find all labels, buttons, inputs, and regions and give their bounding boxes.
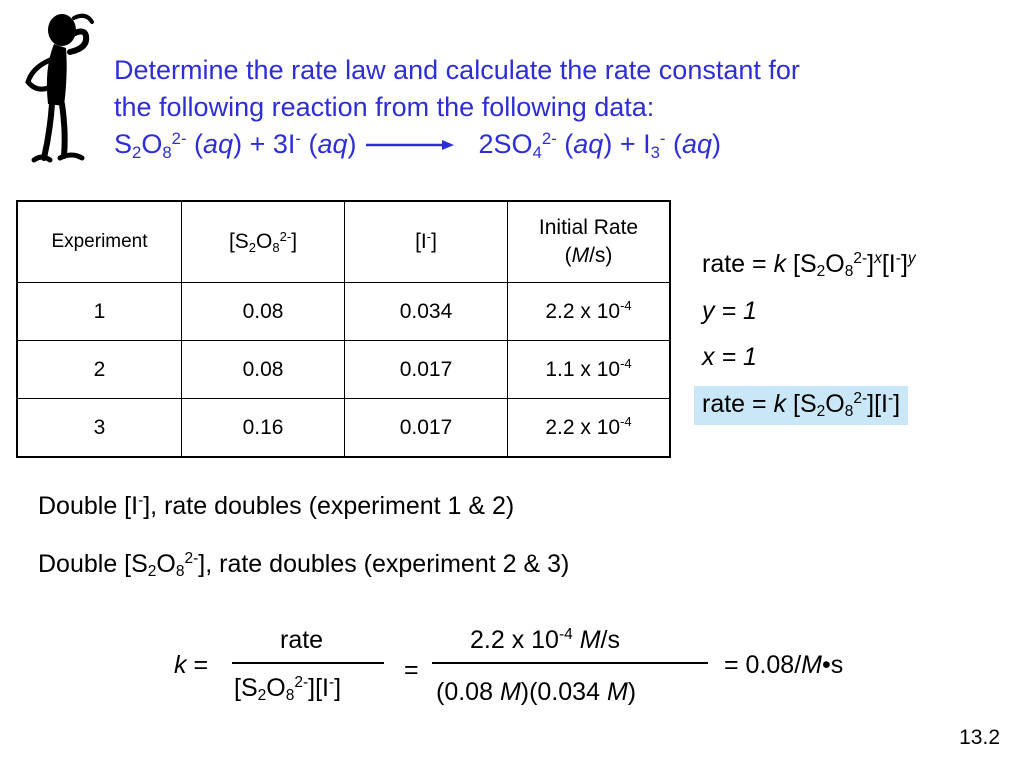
header-experiment: Experiment [16, 200, 182, 283]
cell-persulfate: 0.08 [181, 282, 345, 341]
final-rate-law: rate = k [S2O82-][I-] [694, 386, 909, 425]
cell-rate: 2.2 x 10-4 [507, 398, 671, 458]
cell-rate: 2.2 x 10-4 [507, 282, 671, 341]
cell-persulfate: 0.08 [181, 340, 345, 399]
cell-iodide: 0.017 [344, 340, 508, 399]
header-persulfate: [S2O82-] [181, 200, 345, 283]
problem-heading: Determine the rate law and calculate the… [114, 52, 1004, 163]
reaction-arrow-icon [366, 139, 455, 150]
cell-iodide: 0.017 [344, 398, 508, 458]
observation-persulfate: Double [S2O82-], rate doubles (experimen… [38, 550, 570, 581]
fraction2-denominator: (0.08 M)(0.034 M) [436, 678, 637, 706]
cell-experiment: 2 [16, 340, 182, 399]
slide-number: 13.2 [959, 726, 1000, 749]
y-order-result: y = 1 [702, 297, 757, 325]
table-header-row: Experiment [S2O82-] [I-] Initial Rate (M/… [16, 200, 671, 283]
observation-iodide: Double [I-], rate doubles (experiment 1 … [38, 492, 515, 520]
fraction1-bar [232, 662, 384, 664]
header-initial-rate: Initial Rate (M/s) [507, 200, 671, 283]
heading-line-1: Determine the rate law and calculate the… [114, 55, 800, 85]
header-iodide: [I-] [344, 200, 508, 283]
k-label: k = [174, 651, 209, 679]
table-row: 2 0.08 0.017 1.1 x 10-4 [16, 340, 671, 399]
heading-line-2: the following reaction from the followin… [114, 92, 655, 122]
cell-experiment: 3 [16, 398, 182, 458]
k-result: = 0.08/M•s [724, 651, 844, 679]
fraction2-bar [432, 662, 708, 664]
reaction-equation: S2O82- (aq) + 3I- (aq) 2SO42- (aq) + I3-… [114, 128, 722, 162]
x-order-result: x = 1 [702, 343, 757, 371]
cell-experiment: 1 [16, 282, 182, 341]
cell-persulfate: 0.16 [181, 398, 345, 458]
general-rate-law: rate = k [S2O82-]x[I-]y [702, 250, 916, 281]
fraction1-numerator: rate [280, 626, 324, 654]
rate-data-table: Experiment [S2O82-] [I-] Initial Rate (M/… [16, 200, 671, 458]
thinking-person-figure [25, 13, 94, 163]
fraction1-denominator: [S2O82-][I-] [234, 674, 342, 705]
table-row: 3 0.16 0.017 2.2 x 10-4 [16, 398, 671, 458]
fraction2-numerator: 2.2 x 10-4 M/s [470, 626, 620, 654]
cell-iodide: 0.034 [344, 282, 508, 341]
table-row: 1 0.08 0.034 2.2 x 10-4 [16, 282, 671, 341]
equals-sign: = [404, 656, 419, 684]
cell-rate: 1.1 x 10-4 [507, 340, 671, 399]
